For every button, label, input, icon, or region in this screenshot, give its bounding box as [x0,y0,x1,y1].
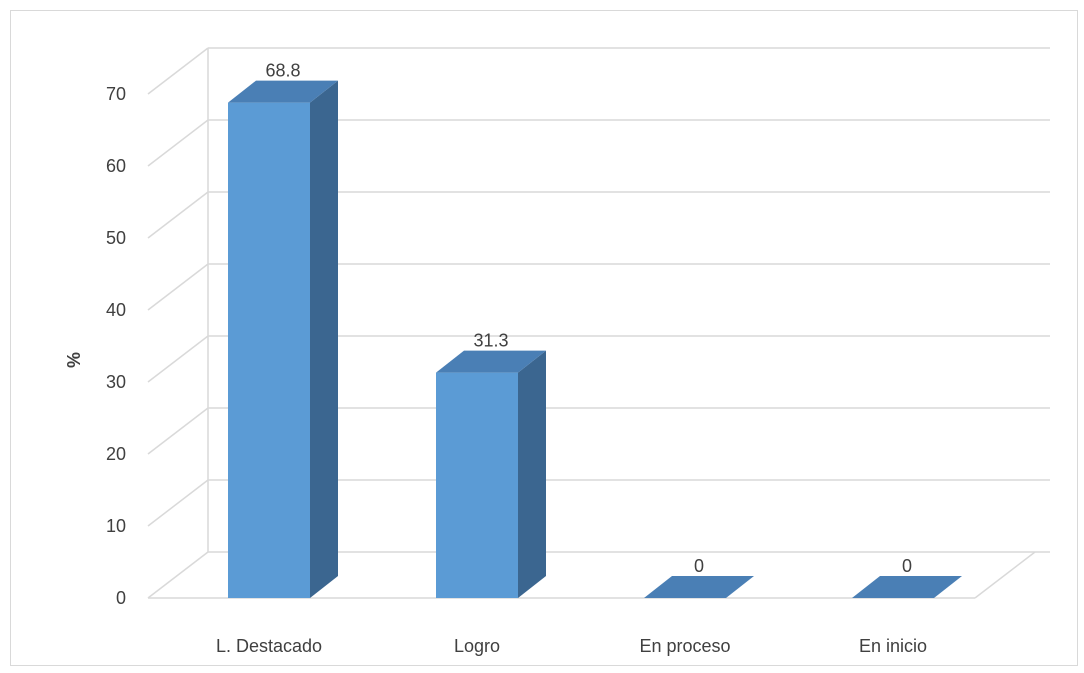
floor-right-edge [974,551,1036,599]
y-tick-label: 10 [106,516,126,536]
bar-side [518,350,546,598]
bar-top [436,350,546,373]
data-label: 31.3 [473,331,508,351]
y-tick-label: 30 [106,372,126,392]
x-tick-label: L. Destacado [216,636,322,656]
bar-0 [228,80,338,598]
data-label: 0 [694,556,704,576]
bar-top [644,576,754,598]
y-tick-label: 0 [116,588,126,608]
y-tick-label: 50 [106,228,126,248]
bar-top [852,576,962,598]
gridline-side-20 [147,407,209,455]
gridline-side-0 [147,551,209,599]
grid-layer [147,47,1050,599]
label-layer: 0 10 20 30 40 50 60 70 68.8 L. Destacado 31.3 Logro… [106,61,927,656]
bar-2 [644,576,754,598]
bar-1 [436,350,546,598]
y-tick-label: 20 [106,444,126,464]
gridline-side-30 [147,335,209,383]
data-label: 0 [902,556,912,576]
y-tick-label: 70 [106,84,126,104]
bar-side [310,80,338,598]
bar-3 [852,576,962,598]
bar-front [436,372,518,598]
bar-front [228,102,310,598]
gridline-side-60 [147,119,209,167]
x-tick-label: Logro [454,636,500,656]
x-tick-label: En proceso [639,636,730,656]
data-label: 68.8 [265,61,300,81]
gridline-side-40 [147,263,209,311]
y-tick-label: 40 [106,300,126,320]
gridline-side-50 [147,191,209,239]
x-tick-label: En inicio [859,636,927,656]
bar-layer [228,80,962,598]
y-tick-label: 60 [106,156,126,176]
gridline-side-70 [147,47,209,95]
bar-top [228,80,338,103]
y-axis-label: % [64,352,84,368]
gridline-side-10 [147,479,209,527]
